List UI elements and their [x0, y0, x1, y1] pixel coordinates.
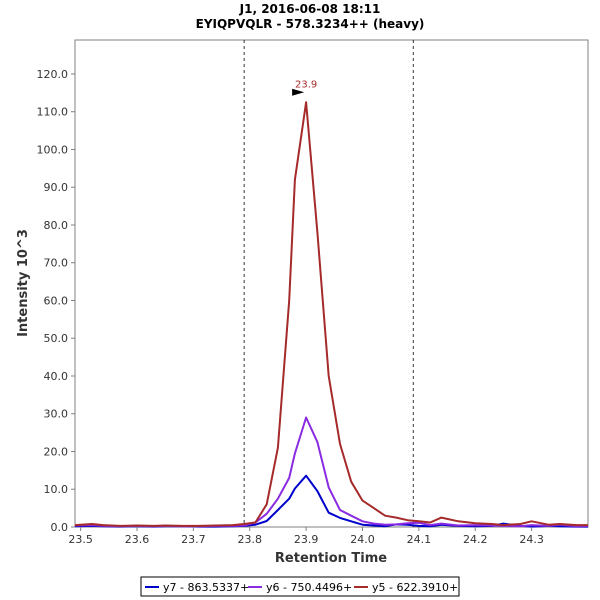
x-tick-label: 23.9 [294, 533, 319, 546]
y-tick-label: 120.0 [37, 68, 69, 81]
x-axis-ticks: 23.5 23.6 23.7 23.8 23.9 24.0 24.1 24.2 24.3 [68, 527, 544, 546]
y-tick-label: 60.0 [44, 294, 69, 307]
y-tick-label: 0.0 [51, 521, 69, 534]
legend-item-label: y6 - 750.4496+ [266, 581, 352, 594]
legend-item-label: y7 - 863.5337+ [163, 581, 249, 594]
peak-label: 23.9 [295, 79, 317, 90]
series-line [74, 101, 588, 527]
x-tick-label: 23.7 [181, 533, 206, 546]
series-lines [74, 101, 589, 528]
chart-title: J1, 2016-06-08 18:11 [239, 2, 381, 16]
legend-box [140, 576, 460, 597]
y-tick-label: 10.0 [44, 483, 69, 496]
y-tick-label: 50.0 [44, 332, 69, 345]
chart-subtitle: EYIQPVQLR - 578.3234++ (heavy) [196, 17, 425, 31]
x-tick-label: 24.2 [463, 533, 488, 546]
x-tick-label: 23.6 [125, 533, 150, 546]
legend: y7 - 863.5337+ y6 - 750.4496+ y5 - 622.391… [140, 576, 460, 597]
x-tick-label: 24.0 [350, 533, 375, 546]
y-tick-label: 20.0 [44, 445, 69, 458]
y-axis-ticks: 0.0 10.0 20.0 30.0 40.0 50.0 60.0 70.0 80.0 90.0 1… [37, 68, 75, 534]
y-tick-label: 100.0 [37, 143, 69, 156]
peak-annotations: 23.9 [292, 79, 317, 96]
y-tick-label: 30.0 [44, 408, 69, 421]
x-tick-label: 23.8 [238, 533, 263, 546]
x-axis-label: Retention Time [275, 551, 387, 566]
y-tick-label: 70.0 [44, 257, 69, 270]
y-tick-label: 110.0 [37, 106, 69, 119]
y-tick-label: 90.0 [44, 181, 69, 194]
legend-item-label: y5 - 622.3910+ [372, 581, 458, 594]
x-tick-label: 23.5 [68, 533, 93, 546]
x-tick-label: 24.1 [407, 533, 432, 546]
peak-arrow-icon [292, 88, 305, 96]
y-tick-label: 80.0 [44, 219, 69, 232]
y-axis-label: Intensity 10^3 [16, 229, 31, 337]
y-tick-label: 40.0 [44, 370, 69, 383]
plot-area [74, 39, 589, 528]
x-tick-label: 24.3 [519, 533, 544, 546]
